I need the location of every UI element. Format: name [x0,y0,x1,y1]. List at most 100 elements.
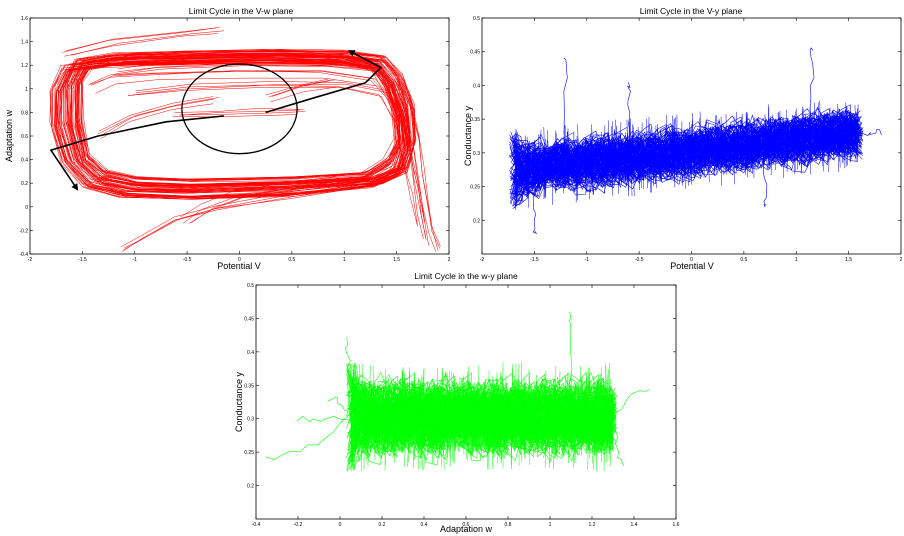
vy-plane-trace-line [828,107,831,172]
vy-plane-trace-line [673,119,676,188]
wy-plane-trace-line [361,364,364,471]
wy-plane-x-tick-label: 1.2 [589,522,596,528]
wy-plane-trace-line [407,393,410,467]
vy-plane-trace-line [603,146,605,171]
vy-plane-trace-line [775,131,778,153]
vw-orbit-line [56,62,408,200]
vy-plane-trace-line [591,124,594,195]
vy-plane-trace-line [588,133,591,174]
wy-plane-trace-line [421,377,424,453]
wy-plane-trace-line [567,380,569,464]
vw-orbit-line [72,55,415,192]
vy-plane-trace-line [737,120,739,165]
vw-orbit-line [123,172,401,250]
vy-plane-trace-line [769,116,771,152]
vy-plane-trace-line [672,115,675,182]
vy-plane-trace-line [736,111,738,169]
vy-plane-trace-line [552,145,554,205]
wy-plane-trace-line [366,392,369,460]
wy-plane-trace-line [453,383,455,464]
vy-plane-trace-line [773,119,776,151]
vy-plane-trace-line [628,141,630,197]
vw-orbit-line [90,70,427,240]
wy-plane-y-tick-label: 0.2 [247,484,254,490]
wy-plane-y-ticks: 0.2 0.25 0.3 0.35 0.4 0.45 0.5 [244,283,676,490]
vw-orbit-line [81,53,403,181]
wy-plane-trace-line [400,386,403,454]
wy-plane-outlier-trace [296,415,350,423]
wy-plane-y-tick-label: 0.25 [244,450,254,456]
wy-plane-trace-line [400,396,402,454]
wy-plane-trace-line [500,362,504,464]
vw-orbit-line [98,96,213,132]
vy-plane-trace-line [653,132,655,179]
vy-plane-trace-line [822,114,825,151]
wy-plane-trace-line [393,381,395,447]
vw-plane-x-tick-label: 1.5 [393,257,400,263]
vw-orbit-line [76,53,401,181]
vy-plane-trace-line [820,120,824,167]
wy-plane-trace-line [547,398,551,444]
vy-plane-trace-line [758,130,761,156]
wy-plane-trace-line [347,371,613,450]
vy-plane-y-tick-label: 0.5 [473,16,480,22]
wy-plane-x-tick-label: 0.4 [421,522,428,528]
vy-plane-x-tick-label: 1 [795,257,798,263]
wy-plane-trace-line [451,371,454,448]
vy-plane-trace-line [654,144,656,165]
vw-orbit-line [136,83,425,222]
wy-plane-x-tick-label: 0.6 [463,522,470,528]
vw-orbit-line [74,61,396,188]
vy-plane-trace-line [641,134,644,190]
vy-plane-trace-line [725,113,728,175]
wy-plane-trace-line [600,384,602,462]
vw-plane-y-tick-label: 0.6 [21,134,28,140]
wy-plane-panel: Limit Cycle in the w-y plane -0.4 -0.2 0 0.… [234,271,680,534]
vy-plane-trace-line [653,137,656,184]
annotation-circle [181,63,298,155]
vy-plane-trace-line [842,115,845,164]
vy-plane-trace-line [590,147,592,181]
vy-plane-trace-line [855,108,858,162]
wy-plane-trace-line [462,382,465,437]
wy-plane-trace-line [517,380,521,441]
wy-plane-trace-line [579,377,583,435]
vw-plane-y-tick-label: 1.4 [21,40,28,46]
wy-plane-y-tick-label: 0.5 [247,283,254,289]
vy-plane-trace-line [794,115,796,172]
vw-orbit-line [272,79,336,97]
wy-plane-trace-line [611,397,614,437]
wy-plane-trace-line [562,393,566,433]
vw-plane-x-tick-label: -1 [133,257,138,263]
vw-plane-x-tick-label: 0 [238,257,241,263]
vy-plane-trace-line [647,137,650,168]
vy-plane-trace-line [615,119,618,175]
wy-plane-trace-line [355,362,359,443]
vy-plane-trace-line [649,138,651,193]
vy-plane-trace-line [809,115,812,159]
vy-plane-trace-line [806,117,809,169]
vy-plane-outlier-trace [532,168,538,235]
wy-plane-trace-line [532,392,535,431]
wy-plane-trace-line [494,372,498,446]
vy-plane-trace-line [666,114,668,172]
vy-plane-trace-line [685,131,688,189]
vy-plane-trace-line [784,109,787,167]
wy-plane-trace-line [595,379,598,450]
vw-orbit-line [270,86,336,103]
vw-orbit-line [80,59,403,186]
wy-plane-trace-line [486,393,488,470]
wy-plane-trace-line [454,396,457,448]
wy-plane-trace-line [583,397,585,437]
wy-plane-trace-line [384,385,386,466]
wy-plane-trace-line [429,383,432,452]
vy-plane-trace-line [762,132,766,156]
wy-plane-trace-line [395,398,398,430]
vy-plane-trace-line [812,102,815,148]
wy-plane-x-tick-label: 0.8 [505,522,512,528]
vy-plane-trace-line [646,116,650,189]
vw-plane-y-tick-label: 0.2 [21,181,28,187]
vy-plane-x-label: Potential V [670,261,714,271]
vy-plane-trace-line [830,120,832,154]
wy-plane-trace-line [606,379,610,438]
